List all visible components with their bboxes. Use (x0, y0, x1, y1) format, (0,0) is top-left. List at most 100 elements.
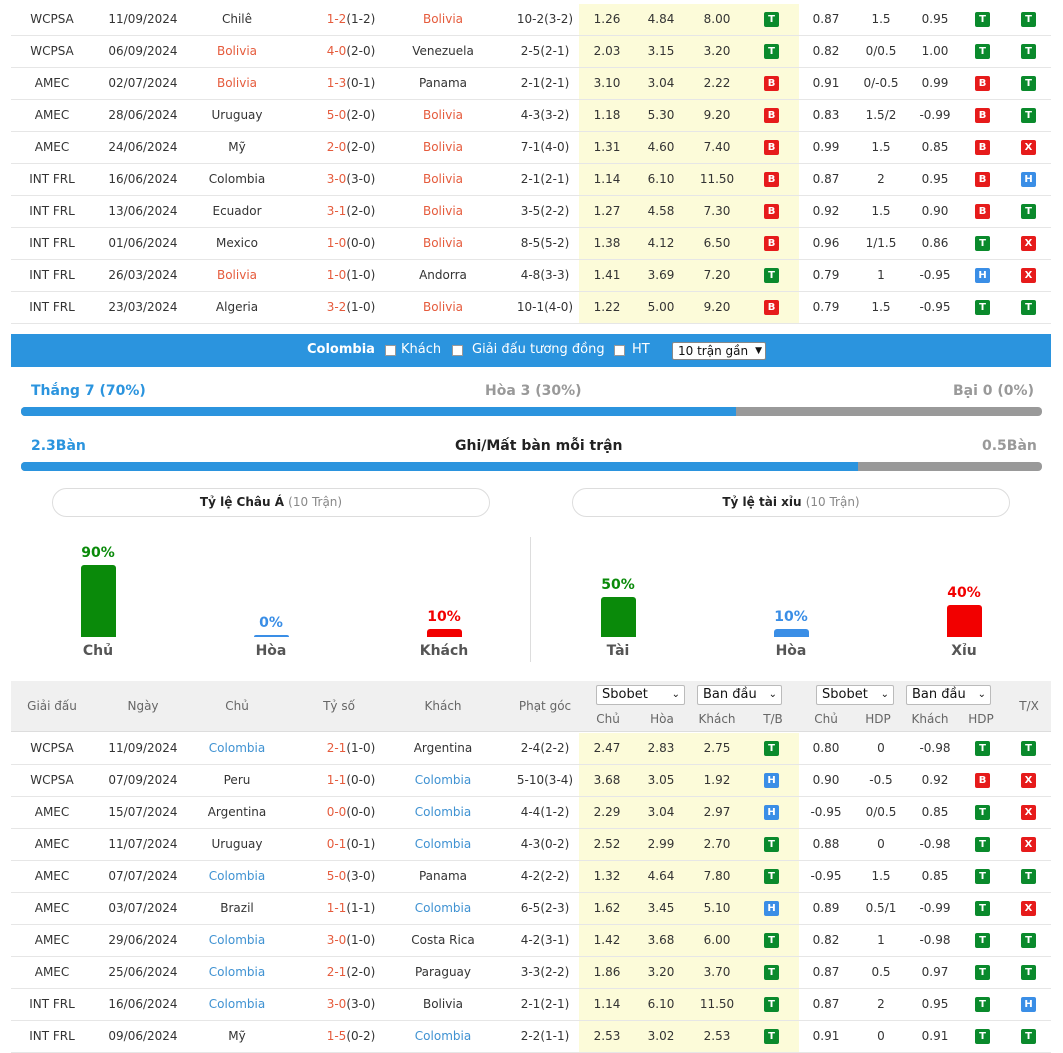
cell-away[interactable]: Bolivia (422, 204, 464, 218)
cell-home[interactable]: Peru (223, 773, 251, 787)
cell-home[interactable]: Colombia (208, 172, 266, 186)
ht-checkbox[interactable] (614, 345, 625, 356)
table-row[interactable]: AMEC 11/07/2024 Uruguay 0-1(0-1) Colombia 4-3… (11, 829, 1051, 861)
away-checkbox[interactable] (385, 345, 396, 356)
cell-home[interactable]: Colombia (208, 997, 266, 1011)
cell-h1: 0.80 (812, 741, 840, 755)
chevron-down-icon: ⌄ (768, 689, 777, 700)
result-badge: X (1021, 773, 1036, 788)
cell-away[interactable]: Panama (418, 869, 468, 883)
cell-h1: -0.95 (810, 805, 842, 819)
table-row[interactable]: AMEC 25/06/2024 Colombia 2-1(2-0) Paraguay 3-… (11, 957, 1051, 989)
table-row[interactable]: INT FRL 13/06/2024 Ecuador 3-1(2-0) Bolivia 3… (11, 196, 1051, 228)
table-row[interactable]: INT FRL 26/03/2024 Bolivia 1-0(1-0) Andorra 4… (11, 260, 1051, 292)
cell-home[interactable]: Bolivia (216, 268, 258, 282)
cell-away[interactable]: Andorra (419, 268, 467, 282)
cell-h2: 0.5 (871, 965, 891, 979)
cell-home[interactable]: Brazil (220, 901, 254, 915)
cell-o3: 7.30 (703, 204, 731, 218)
cell-away[interactable]: Bolivia (422, 140, 464, 154)
cell-away[interactable]: Argentina (413, 741, 473, 755)
table-row[interactable]: AMEC 02/07/2024 Bolivia 1-3(0-1) Panama 2-1(2… (11, 68, 1051, 100)
odds-type-1-value: Ban đầu (703, 687, 757, 702)
full-time-score: 3-2 (326, 300, 347, 314)
cell-home[interactable]: Uruguay (211, 837, 263, 851)
table-row[interactable]: WCPSA 07/09/2024 Peru 1-1(0-0) Colombia 5-10(… (11, 765, 1051, 797)
same-league-checkbox[interactable] (452, 345, 463, 356)
cell-home[interactable]: Algeria (215, 300, 259, 314)
cell-score: 1-1(1-1) (311, 893, 391, 924)
cell-h2: 1.5 (871, 12, 891, 26)
cell-home[interactable]: Bolivia (216, 76, 258, 90)
asian-pct-1: 0% (259, 615, 283, 631)
cell-away[interactable]: Colombia (414, 773, 472, 787)
table-row[interactable]: INT FRL 01/06/2024 Mexico 1-0(0-0) Bolivia 8-… (11, 228, 1051, 260)
ratio-divider (530, 537, 531, 662)
cell-away[interactable]: Colombia (414, 1029, 472, 1043)
cell-o2: 3.69 (647, 268, 675, 282)
table-row[interactable]: INT FRL 09/06/2024 Mỹ 1-5(0-2) Colombia 2-2(1… (11, 1021, 1051, 1053)
cell-away[interactable]: Bolivia (422, 236, 464, 250)
col-tb: T/B (763, 712, 783, 726)
cell-away[interactable]: Bolivia (422, 172, 464, 186)
cell-home[interactable]: Colombia (208, 933, 266, 947)
cell-home[interactable]: Uruguay (211, 108, 263, 122)
cell-o1: 1.41 (593, 268, 621, 282)
cell-home[interactable]: Bolivia (216, 44, 258, 58)
cell-home[interactable]: Mỹ (228, 1029, 246, 1043)
table-row[interactable]: AMEC 15/07/2024 Argentina 0-0(0-0) Colombia 4… (11, 797, 1051, 829)
cell-away[interactable]: Bolivia (422, 997, 464, 1011)
table-row[interactable]: WCPSA 06/09/2024 Bolivia 4-0(2-0) Venezuela 2… (11, 36, 1051, 68)
table-row[interactable]: INT FRL 16/06/2024 Colombia 3-0(3-0) Bolivia… (11, 989, 1051, 1021)
odds-type-select-2[interactable]: Ban đầu ⌄ (906, 685, 991, 705)
match-count-select[interactable]: 10 trận gần ▼ (672, 342, 766, 360)
half-time-score: (0-0) (346, 805, 376, 819)
col-date: Ngày (127, 699, 159, 713)
bookmaker-select-1[interactable]: Sbobet ⌄ (596, 685, 685, 705)
table-row[interactable]: AMEC 29/06/2024 Colombia 3-0(1-0) Costa Rica… (11, 925, 1051, 957)
cell-away[interactable]: Venezuela (412, 44, 474, 58)
cell-away[interactable]: Colombia (414, 837, 472, 851)
full-time-score: 0-0 (326, 805, 347, 819)
cell-home[interactable]: Mexico (216, 236, 258, 250)
bookmaker-select-2[interactable]: Sbobet ⌄ (816, 685, 894, 705)
cell-h2: -0.5 (869, 773, 893, 787)
asian-pct-2: 10% (427, 609, 461, 625)
cell-away[interactable]: Panama (418, 76, 468, 90)
cell-home[interactable]: Chilê (221, 12, 253, 26)
asian-handicap-pill: Tỷ lệ Châu Á (10 Trận) (52, 488, 490, 517)
cell-home[interactable]: Mỹ (228, 140, 246, 154)
table-row[interactable]: AMEC 07/07/2024 Colombia 5-0(3-0) Panama 4-2(… (11, 861, 1051, 893)
table-row[interactable]: WCPSA 11/09/2024 Chilê 1-2(1-2) Bolivia 10-2(… (11, 4, 1051, 36)
cell-home[interactable]: Argentina (207, 805, 267, 819)
cell-league: INT FRL (29, 204, 75, 218)
cell-away[interactable]: Bolivia (422, 12, 464, 26)
cell-corner: 2-4(2-2) (520, 741, 570, 755)
table-row[interactable]: INT FRL 16/06/2024 Colombia 3-0(3-0) Bolivia… (11, 164, 1051, 196)
cell-o3: 1.92 (703, 773, 731, 787)
table-row[interactable]: AMEC 24/06/2024 Mỹ 2-0(2-0) Bolivia 7-1(4-0) 1… (11, 132, 1051, 164)
cell-away[interactable]: Bolivia (422, 300, 464, 314)
cell-away[interactable]: Colombia (414, 901, 472, 915)
cell-away[interactable]: Costa Rica (411, 933, 475, 947)
cell-away[interactable]: Paraguay (414, 965, 471, 979)
cell-away[interactable]: Bolivia (422, 108, 464, 122)
table-row[interactable]: WCPSA 11/09/2024 Colombia 2-1(1-0) Argentina… (11, 733, 1051, 765)
table-row[interactable]: AMEC 03/07/2024 Brazil 1-1(1-1) Colombia 6-5(… (11, 893, 1051, 925)
result-badge: T (1021, 108, 1036, 123)
cell-league: AMEC (34, 901, 70, 915)
cell-o3: 6.00 (703, 933, 731, 947)
cell-home[interactable]: Ecuador (212, 204, 262, 218)
cell-league: AMEC (34, 805, 70, 819)
cell-o3: 7.40 (703, 140, 731, 154)
cell-away[interactable]: Colombia (414, 805, 472, 819)
table-row[interactable]: AMEC 28/06/2024 Uruguay 5-0(2-0) Bolivia 4-3(… (11, 100, 1051, 132)
cell-home[interactable]: Colombia (208, 869, 266, 883)
recent-matches-table-bottom: WCPSA 11/09/2024 Colombia 2-1(1-0) Argentina… (11, 733, 1051, 1053)
odds-highlight (579, 260, 799, 291)
odds-type-select-1[interactable]: Ban đầu ⌄ (697, 685, 782, 705)
cell-date: 23/03/2024 (108, 300, 178, 314)
cell-home[interactable]: Colombia (208, 741, 266, 755)
table-row[interactable]: INT FRL 23/03/2024 Algeria 3-2(1-0) Bolivia 1… (11, 292, 1051, 324)
cell-home[interactable]: Colombia (208, 965, 266, 979)
